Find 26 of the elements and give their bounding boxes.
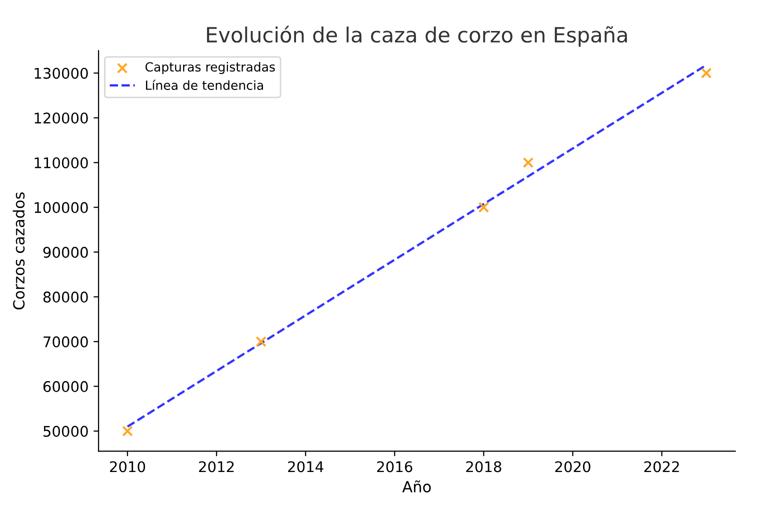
point: [478, 202, 490, 213]
x-tick-label: 2016: [377, 461, 412, 472]
y-tick-label: 70000: [44, 336, 88, 348]
point: [256, 336, 266, 348]
point: [522, 157, 534, 168]
legend-label: Línea de tendencia: [146, 80, 264, 90]
y-tick-label: 100000: [34, 202, 88, 214]
x-axis-title: Año: [402, 480, 431, 492]
legend-label: Capturas registradas: [145, 62, 275, 74]
y-tick-label: 80000: [43, 292, 88, 303]
x-tick-label: 2022: [644, 461, 679, 472]
y-axis-title: Corzos cazados: [12, 192, 25, 310]
x-tick-label: 2020: [555, 461, 590, 472]
y-tick-label: 120000: [34, 112, 88, 124]
y-tick-label: 90000: [43, 246, 88, 258]
point: [122, 426, 133, 437]
y-tick-label: 50000: [44, 426, 88, 437]
x-tick-label: 2018: [466, 461, 502, 472]
y-tick-label: 60000: [43, 381, 88, 392]
x-tick-label: 2010: [110, 461, 146, 472]
x-tick-label: 2012: [199, 461, 234, 472]
x-tick-label: 2014: [288, 461, 324, 472]
y-tick-label: 130000: [34, 68, 88, 79]
chart-title: Evolución de la caza de corzo en España: [207, 26, 627, 47]
point: [700, 68, 712, 79]
y-tick-label: 110000: [34, 157, 88, 168]
